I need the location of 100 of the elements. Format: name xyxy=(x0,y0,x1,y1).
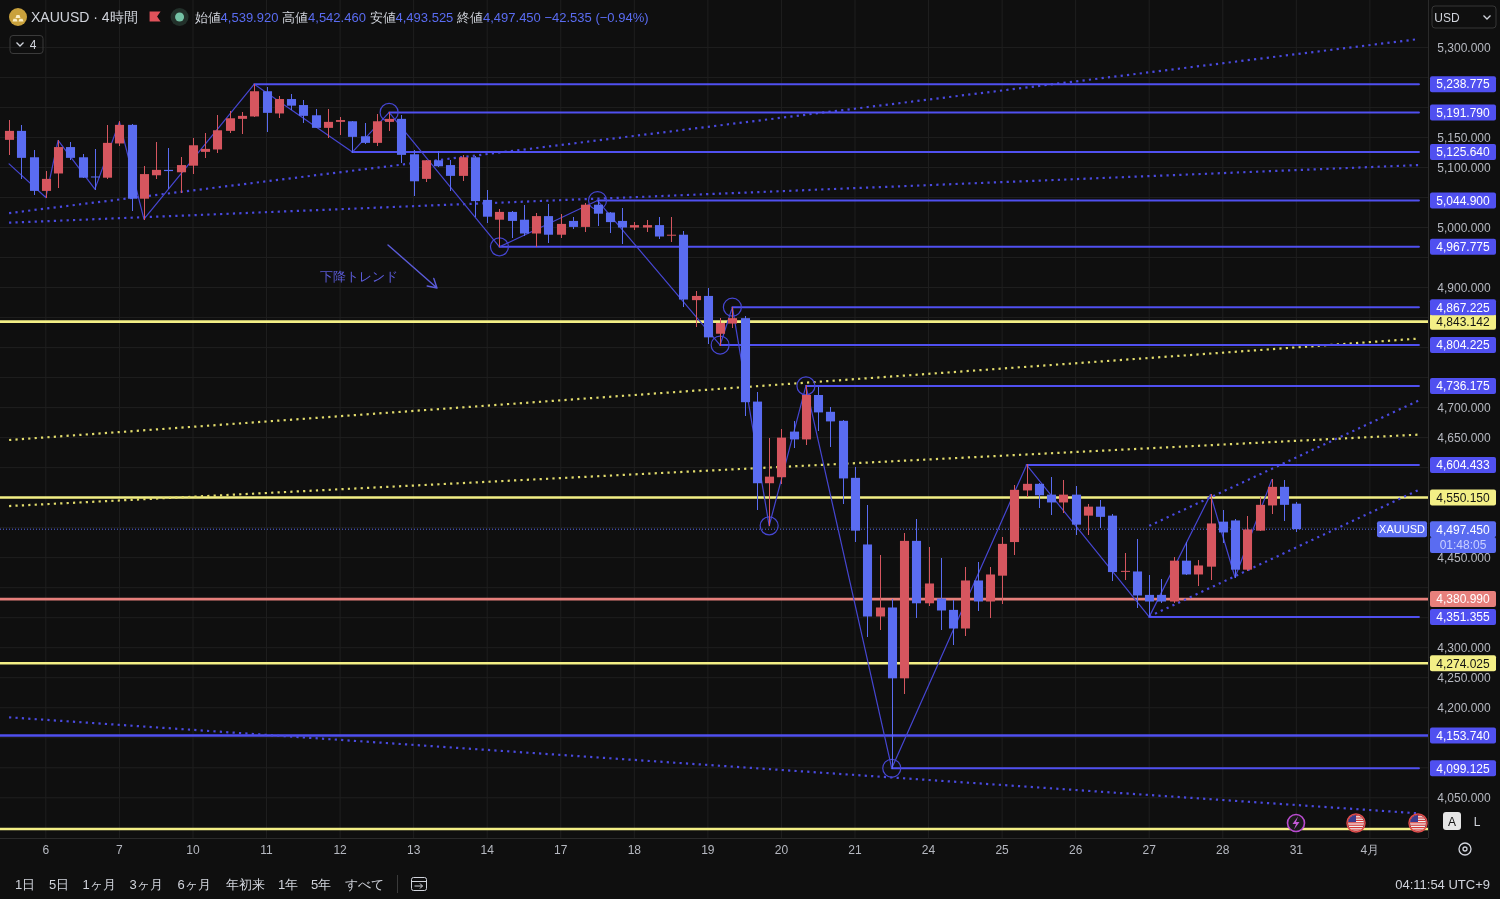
candlestick xyxy=(654,217,665,239)
candlestick xyxy=(715,318,726,346)
ref-line-label: 4,274.025 xyxy=(1436,656,1491,671)
candlestick xyxy=(421,159,432,182)
annotation: XAUUSD xyxy=(1379,523,1425,536)
data-label: 4,351.355 xyxy=(1436,610,1491,625)
x-tick-label: 11 xyxy=(260,843,274,857)
candlestick xyxy=(580,203,591,232)
x-tick-label: 18 xyxy=(627,843,642,857)
candlestick xyxy=(458,154,469,181)
x-tick-label: 7 xyxy=(116,843,124,857)
candlestick xyxy=(151,142,162,180)
x-tick-label: 6 xyxy=(42,843,50,857)
x-tick-label: 10 xyxy=(186,843,200,857)
x-tick-label: 4月 xyxy=(1360,843,1380,857)
candlestick xyxy=(114,121,125,147)
candlestick xyxy=(445,160,456,192)
candlestick xyxy=(78,153,89,179)
annotation: 4 xyxy=(29,37,37,52)
text: 01:48:05 xyxy=(1439,538,1487,553)
candlestick xyxy=(262,86,273,132)
candlestick xyxy=(4,119,15,156)
x-tick-label: 20 xyxy=(774,843,789,857)
candlestick xyxy=(924,546,935,606)
x-tick-label: 25 xyxy=(995,843,1010,857)
candlestick xyxy=(507,211,518,239)
point xyxy=(710,335,730,355)
candlestick xyxy=(1156,578,1167,603)
candlestick xyxy=(311,109,322,129)
candlestick xyxy=(335,117,346,135)
candlestick xyxy=(1083,504,1094,535)
x-tick-label: 13 xyxy=(406,843,421,857)
ref-line-label: 4,497.450 xyxy=(1436,522,1491,537)
y-tick-label: 4,700.000 xyxy=(1437,400,1492,415)
candlestick xyxy=(1279,480,1290,521)
text: 3ヶ月 xyxy=(129,877,163,892)
point xyxy=(882,758,902,778)
text: A xyxy=(1447,815,1457,829)
candlestick xyxy=(519,205,530,237)
candlestick xyxy=(531,212,542,247)
text: 5日 xyxy=(48,877,70,892)
y-tick-label: 4,250.000 xyxy=(1437,671,1492,686)
text: 1ヶ月 xyxy=(82,877,116,892)
candlestick xyxy=(813,387,824,431)
text: XAUUSD · 4時間 xyxy=(31,9,138,25)
candlestick xyxy=(764,438,775,527)
candlestick xyxy=(212,115,223,153)
y-tick-label: 4,200.000 xyxy=(1437,701,1492,716)
x-tick-label: 19 xyxy=(701,843,715,857)
ref-line-label: 4,550.150 xyxy=(1436,490,1491,505)
text: USD xyxy=(1434,10,1460,25)
data-label: 5,125.640 xyxy=(1436,145,1491,160)
candlestick xyxy=(176,157,187,193)
candlestick xyxy=(875,555,886,631)
x-tick-label: 28 xyxy=(1216,843,1230,857)
data-label: 4,604.433 xyxy=(1436,458,1491,473)
point xyxy=(489,237,510,257)
candlestick xyxy=(691,290,702,328)
data-label: 4,867.225 xyxy=(1436,300,1491,315)
candlestick xyxy=(948,600,959,645)
x-tick-label: 27 xyxy=(1142,843,1157,857)
candlestick xyxy=(1144,575,1155,618)
candlestick xyxy=(200,133,211,158)
text: すべて xyxy=(344,877,384,892)
data-label: 4,736.175 xyxy=(1436,379,1491,394)
candlestick xyxy=(727,306,738,329)
y-tick-label: 4,900.000 xyxy=(1437,280,1492,295)
candlestick xyxy=(1181,541,1192,575)
candlestick xyxy=(188,138,199,174)
ref-line-label: 4,843.142 xyxy=(1436,314,1491,329)
candlestick xyxy=(1095,500,1106,529)
candlestick xyxy=(1022,464,1033,497)
text: 1年 xyxy=(277,877,299,892)
text: 6ヶ月 xyxy=(177,877,211,892)
y-tick-label: 4,300.000 xyxy=(1437,641,1492,656)
point xyxy=(759,516,779,536)
y-tick-label: 4,650.000 xyxy=(1437,430,1492,445)
candlestick xyxy=(973,561,984,611)
candlestick xyxy=(556,214,567,239)
candlestick xyxy=(543,204,554,244)
x-tick-label: 12 xyxy=(333,843,348,857)
candlestick xyxy=(1193,560,1204,587)
x-tick-label: 24 xyxy=(921,843,936,857)
data-label: 5,191.790 xyxy=(1436,105,1491,120)
candlestick xyxy=(482,189,493,223)
y-tick-label: 4,450.000 xyxy=(1437,550,1492,565)
candlestick xyxy=(1034,483,1045,508)
x-tick-label: 17 xyxy=(554,843,568,857)
candlestick xyxy=(360,123,371,144)
text: 04:11:54 UTC+9 xyxy=(1395,877,1490,892)
text: L xyxy=(1473,815,1481,829)
text: 年初来 xyxy=(225,877,265,892)
y-tick-label: 5,100.000 xyxy=(1437,160,1492,175)
point xyxy=(796,376,816,396)
candlestick xyxy=(372,114,383,146)
candlestick xyxy=(494,209,505,248)
candlestick xyxy=(298,100,309,123)
point xyxy=(587,190,608,211)
candlestick xyxy=(936,558,947,630)
x-tick-label: 14 xyxy=(480,843,495,857)
